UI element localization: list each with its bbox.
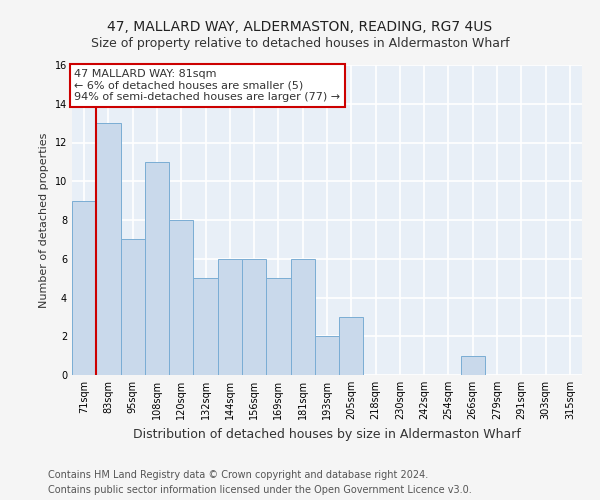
Text: Contains public sector information licensed under the Open Government Licence v3: Contains public sector information licen… (48, 485, 472, 495)
Bar (72, 200, 96, 375)
Bar (169, 220, 193, 375)
Text: Contains HM Land Registry data © Crown copyright and database right 2024.: Contains HM Land Registry data © Crown c… (48, 470, 428, 480)
Bar (339, 317, 364, 375)
Bar (96, 123, 121, 375)
Bar (315, 336, 339, 375)
Y-axis label: Number of detached properties: Number of detached properties (39, 132, 49, 308)
Text: 47, MALLARD WAY, ALDERMASTON, READING, RG7 4US: 47, MALLARD WAY, ALDERMASTON, READING, R… (107, 20, 493, 34)
Bar (121, 240, 145, 375)
X-axis label: Distribution of detached houses by size in Aldermaston Wharf: Distribution of detached houses by size … (133, 428, 521, 440)
Bar (242, 259, 266, 375)
Bar (266, 278, 290, 375)
Text: Size of property relative to detached houses in Aldermaston Wharf: Size of property relative to detached ho… (91, 38, 509, 51)
Bar (218, 259, 242, 375)
Bar (193, 278, 218, 375)
Text: 47 MALLARD WAY: 81sqm
← 6% of detached houses are smaller (5)
94% of semi-detach: 47 MALLARD WAY: 81sqm ← 6% of detached h… (74, 69, 341, 102)
Bar (145, 162, 169, 375)
Bar (461, 356, 485, 375)
Bar (290, 259, 315, 375)
